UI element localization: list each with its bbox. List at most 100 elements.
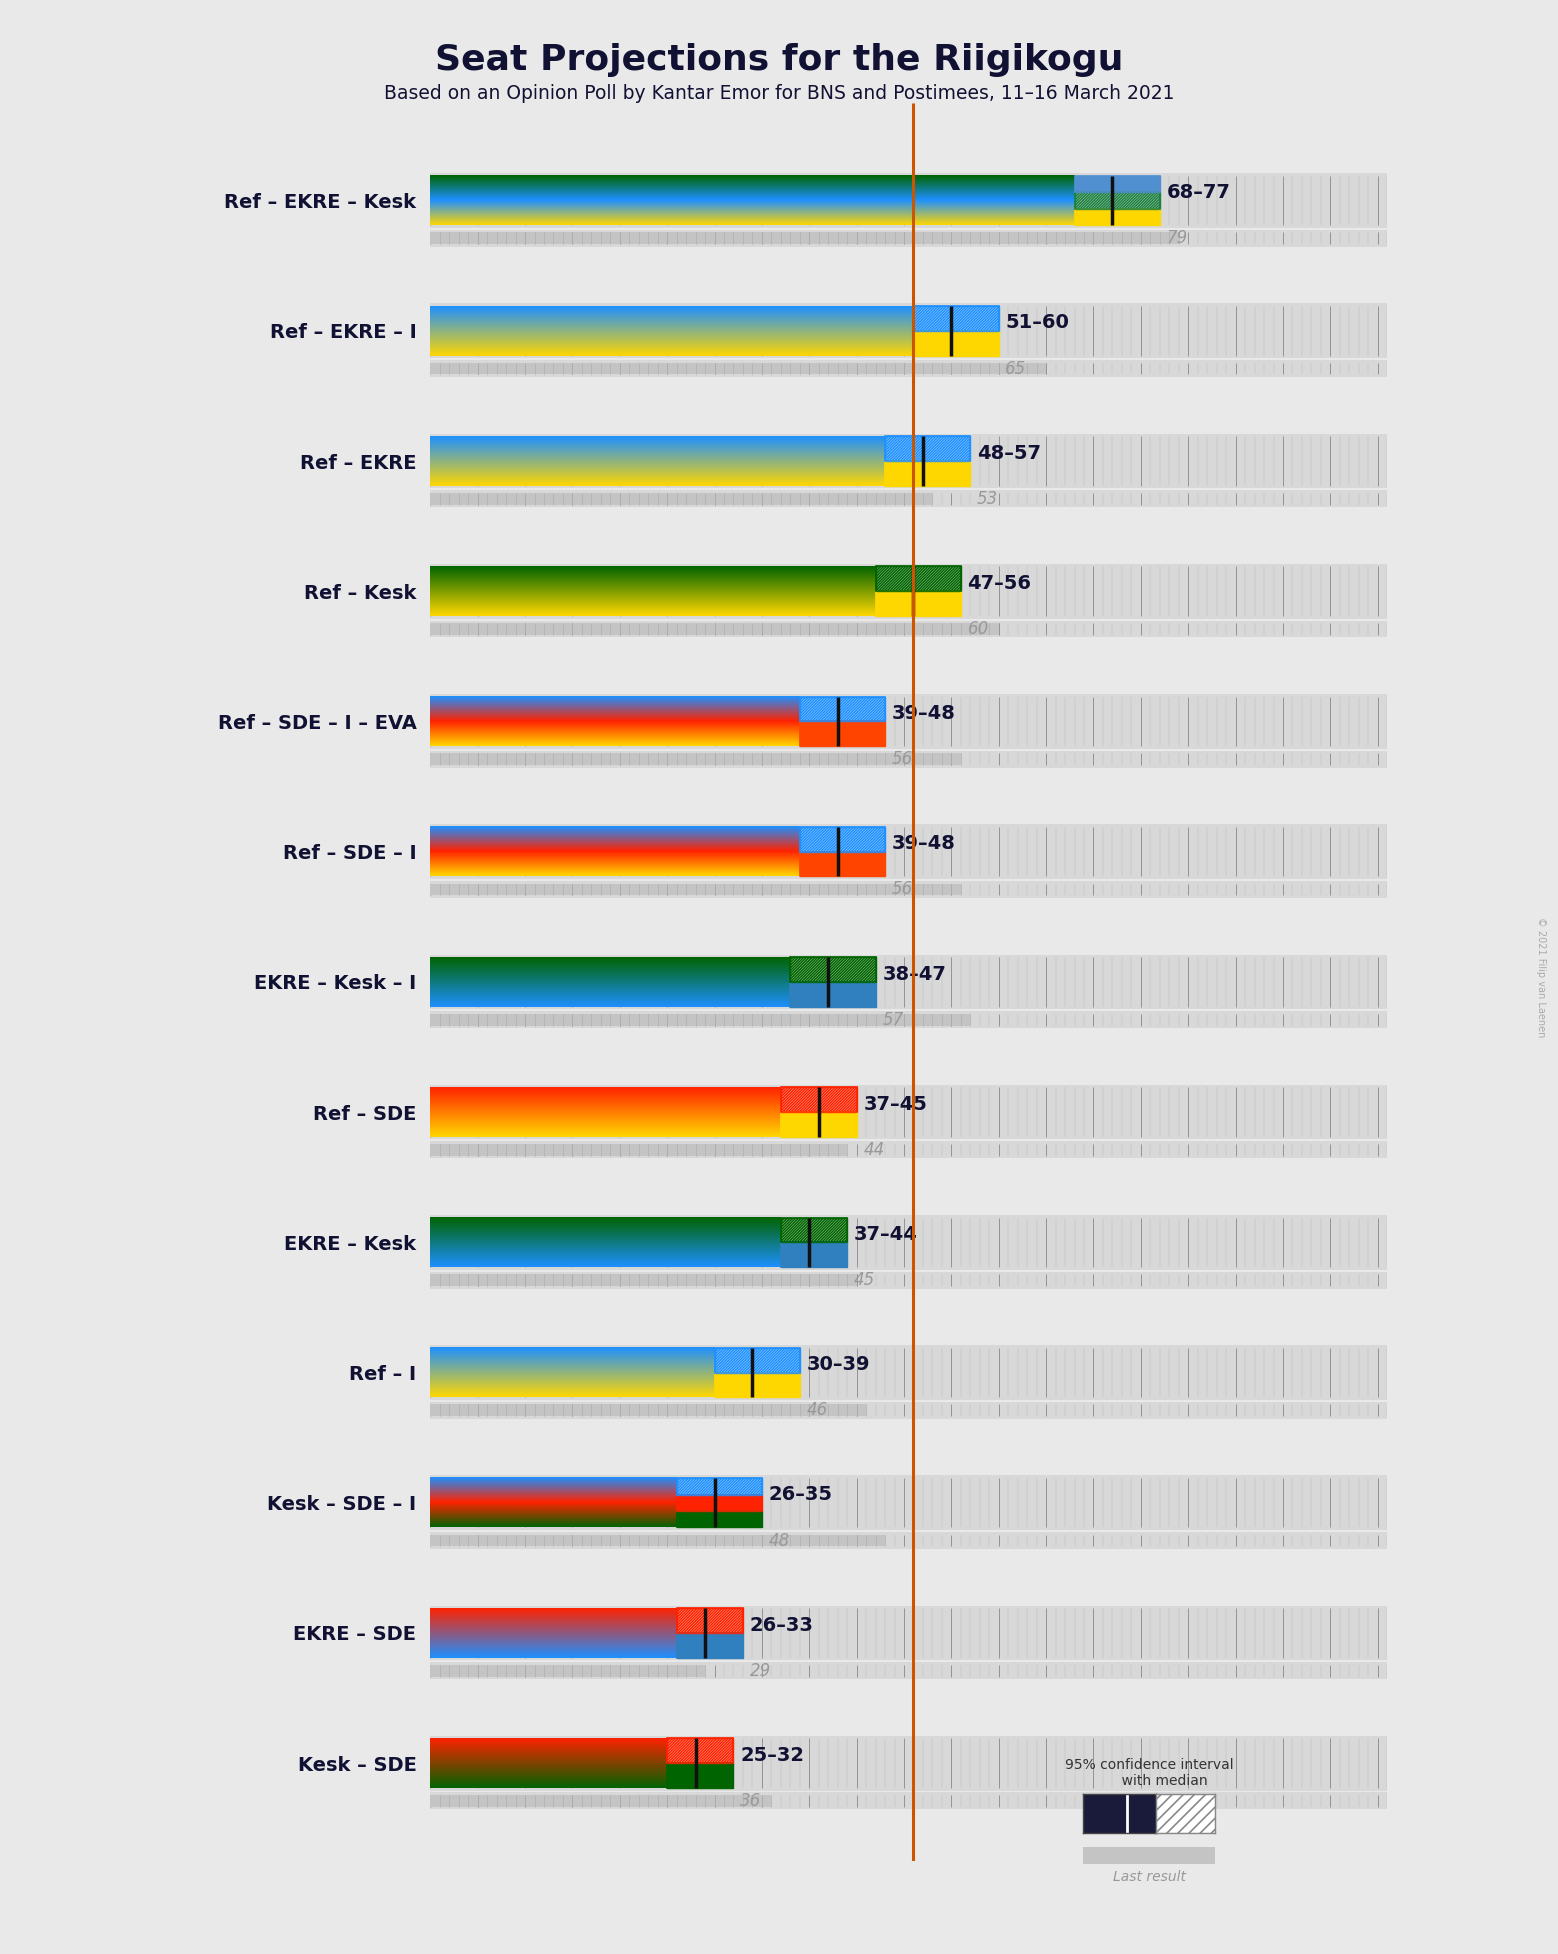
Bar — [676, 1634, 743, 1657]
Bar — [790, 957, 876, 981]
Bar — [430, 1215, 1387, 1270]
Text: 47–56: 47–56 — [968, 574, 1031, 592]
Bar — [781, 1243, 848, 1266]
Text: 95% confidence interval
       with median: 95% confidence interval with median — [1064, 1759, 1234, 1788]
Bar — [799, 721, 885, 746]
Bar — [430, 1796, 771, 1807]
Bar — [676, 1495, 762, 1510]
Bar — [676, 1477, 762, 1495]
Bar — [430, 363, 1045, 375]
Bar — [1075, 191, 1159, 209]
Bar — [1075, 191, 1159, 209]
Bar — [876, 592, 961, 616]
Text: 25–32: 25–32 — [740, 1745, 804, 1764]
Bar — [790, 957, 876, 981]
Text: © 2021 Filip van Laenen: © 2021 Filip van Laenen — [1536, 916, 1546, 1038]
Bar — [1075, 209, 1159, 225]
Bar — [790, 983, 876, 1006]
Bar — [781, 1112, 857, 1137]
Bar — [876, 592, 961, 616]
Text: 37–44: 37–44 — [854, 1225, 918, 1245]
Bar — [790, 957, 876, 981]
Bar — [430, 1010, 1387, 1028]
Bar — [430, 1475, 1387, 1530]
Bar — [676, 1634, 743, 1657]
Text: 37–45: 37–45 — [863, 1094, 927, 1114]
Text: 39–48: 39–48 — [891, 703, 955, 723]
Bar — [781, 1243, 848, 1266]
Bar — [667, 1763, 734, 1788]
Bar — [667, 1739, 734, 1763]
Bar — [913, 307, 999, 330]
Bar — [715, 1348, 799, 1372]
Bar — [430, 233, 1179, 244]
Bar — [430, 750, 1387, 768]
Bar — [676, 1510, 762, 1528]
Bar — [667, 1763, 734, 1788]
Bar — [430, 565, 1387, 619]
Text: 44: 44 — [863, 1141, 885, 1159]
Bar — [430, 825, 1387, 879]
Bar — [676, 1510, 762, 1528]
Bar — [876, 567, 961, 592]
Bar — [430, 883, 961, 895]
Bar — [667, 1739, 734, 1763]
Bar — [430, 1084, 1387, 1139]
Text: 45: 45 — [854, 1272, 876, 1290]
Bar — [1075, 176, 1159, 191]
Bar — [799, 721, 885, 746]
Bar — [1075, 176, 1159, 191]
Bar — [799, 698, 885, 721]
Bar — [430, 1606, 1387, 1661]
Bar — [430, 1344, 1387, 1399]
Bar — [715, 1348, 799, 1372]
Text: 65: 65 — [1005, 360, 1027, 377]
Bar — [781, 1217, 848, 1243]
Bar — [799, 852, 885, 877]
Text: 46: 46 — [807, 1401, 827, 1419]
Bar — [667, 1739, 734, 1763]
Bar — [430, 1272, 1387, 1288]
Bar — [676, 1608, 743, 1634]
Bar — [1075, 176, 1159, 191]
Bar — [676, 1608, 743, 1634]
Bar — [430, 1141, 1387, 1159]
Bar — [430, 623, 999, 635]
Text: 56: 56 — [891, 881, 913, 899]
Text: Seat Projections for the Riigikogu: Seat Projections for the Riigikogu — [435, 43, 1123, 76]
Bar — [781, 1217, 848, 1243]
Bar — [781, 1217, 848, 1243]
Bar — [430, 1401, 1387, 1419]
Bar — [676, 1495, 762, 1510]
Bar — [676, 1477, 762, 1495]
Bar — [799, 698, 885, 721]
Bar — [876, 567, 961, 592]
Bar — [876, 592, 961, 616]
Text: 48–57: 48–57 — [977, 444, 1041, 463]
Bar — [885, 436, 971, 461]
Bar — [676, 1495, 762, 1510]
Bar — [913, 307, 999, 330]
Bar — [885, 461, 971, 487]
Text: 26–35: 26–35 — [768, 1485, 832, 1505]
Bar — [430, 231, 1387, 246]
Text: 68–77: 68–77 — [1167, 184, 1231, 203]
Text: 38–47: 38–47 — [882, 965, 946, 983]
Bar — [430, 694, 1387, 748]
Bar — [1075, 209, 1159, 225]
Bar — [913, 330, 999, 356]
Bar — [790, 983, 876, 1006]
Bar — [885, 461, 971, 487]
Bar — [799, 721, 885, 746]
Bar — [715, 1348, 799, 1372]
Text: 48: 48 — [768, 1532, 790, 1550]
Bar — [885, 461, 971, 487]
Bar — [430, 434, 1387, 488]
Bar — [885, 436, 971, 461]
Bar — [781, 1112, 857, 1137]
Bar — [913, 307, 999, 330]
Bar — [676, 1634, 743, 1657]
Bar — [781, 1086, 857, 1112]
Bar — [715, 1372, 799, 1397]
Bar — [781, 1243, 848, 1266]
